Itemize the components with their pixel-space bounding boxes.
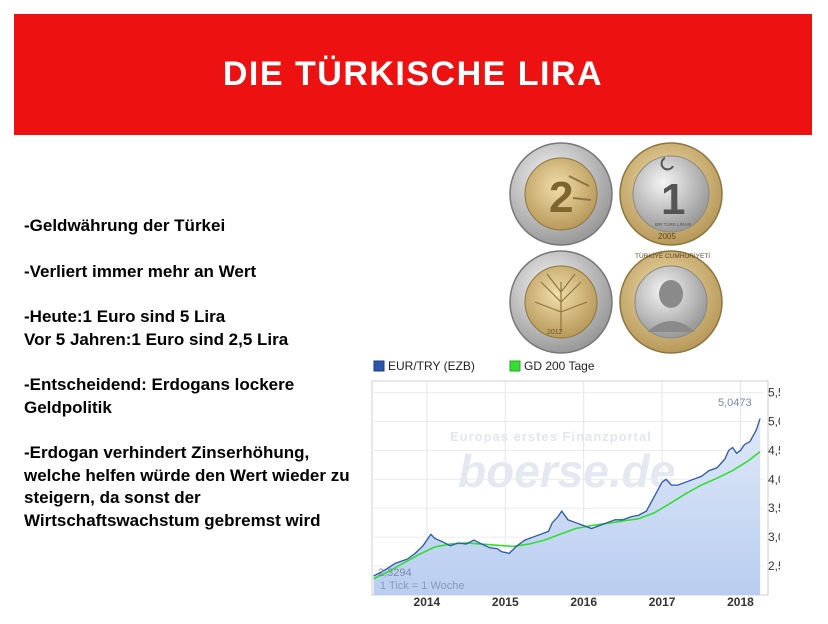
x-axis: 2014 2015 2016 2017 2018: [414, 595, 755, 609]
lira-portrait-coin-icon: TÜRKİYE CUMHURİYETİ: [619, 250, 723, 354]
coin-year: 2012: [547, 329, 563, 336]
coin-year: 2005: [658, 232, 676, 241]
price-area: [373, 418, 761, 595]
watermark-line: Europas erstes Finanzportal: [450, 429, 652, 444]
series-line-gd200: [373, 450, 761, 580]
euro-2-coin-icon: 2: [509, 142, 613, 246]
x-tick-label: 2015: [492, 595, 519, 609]
bullet-item: -Heute:1 Euro sind 5 Lira Vor 5 Jahren:1…: [24, 307, 289, 349]
bullet-item: -Entscheidend: Erdogans lockere Geldpoli…: [24, 375, 295, 417]
title-banner: DIE TÜRKISCHE LIRA: [14, 14, 812, 135]
coin-subtext: BİR TÜRK LİRASI: [655, 221, 691, 227]
euro-tree-coin-icon: 2012: [509, 250, 613, 354]
bullet-item: -Verliert immer mehr an Wert: [24, 261, 257, 281]
y-tick-label: 4,0: [768, 472, 780, 486]
y-tick-label: 2,5: [768, 559, 780, 573]
legend-swatch-eur-try: [373, 360, 385, 372]
legend-label: EUR/TRY (EZB): [388, 359, 475, 373]
x-tick-label: 2017: [649, 595, 676, 609]
y-tick-label: 3,5: [768, 501, 780, 515]
coin-legend: TÜRKİYE CUMHURİYETİ: [635, 251, 710, 260]
coins-image: 2 1 BİR TÜRK LİRASI 2005 2012 TÜ: [505, 142, 725, 356]
lira-1-coin-icon: 1 BİR TÜRK LİRASI 2005: [619, 142, 723, 246]
y-tick-label: 3,0: [768, 530, 780, 544]
start-value-label: 2,3294: [378, 567, 412, 579]
legend-label: GD 200 Tage: [524, 359, 595, 373]
y-tick-label: 5,5: [768, 386, 780, 400]
coin-numeral: 1: [661, 175, 685, 224]
coin-numeral: 2: [549, 173, 573, 222]
y-tick-label: 4,5: [768, 443, 780, 457]
series-line-eur-try: [373, 418, 761, 577]
tick-footnote: 1 Tick = 1 Woche: [380, 580, 464, 592]
bullet-list: -Geldwährung der Türkei -Verliert immer …: [24, 215, 354, 555]
chart-svg: EUR/TRY (EZB) GD 200 Tage Europas erstes…: [371, 359, 785, 609]
x-tick-label: 2014: [414, 595, 441, 609]
end-value-label: 5,0473: [718, 397, 752, 409]
slide-title: DIE TÜRKISCHE LIRA: [222, 55, 604, 93]
bullet-item: -Geldwährung der Türkei: [24, 216, 226, 235]
y-axis: 2,5 3,0 3,5 4,0 4,5 5,0 5,5: [768, 386, 785, 574]
eur-try-chart: EUR/TRY (EZB) GD 200 Tage Europas erstes…: [368, 355, 785, 619]
x-tick-label: 2018: [727, 595, 754, 609]
bullet-item: -Erdogan verhindert Zinserhöhung, welche…: [24, 443, 350, 530]
legend-swatch-gd200: [509, 360, 521, 372]
watermark-logo: boerse.de: [458, 445, 675, 497]
x-tick-label: 2016: [570, 595, 597, 609]
y-tick-label: 5,0: [768, 414, 780, 428]
